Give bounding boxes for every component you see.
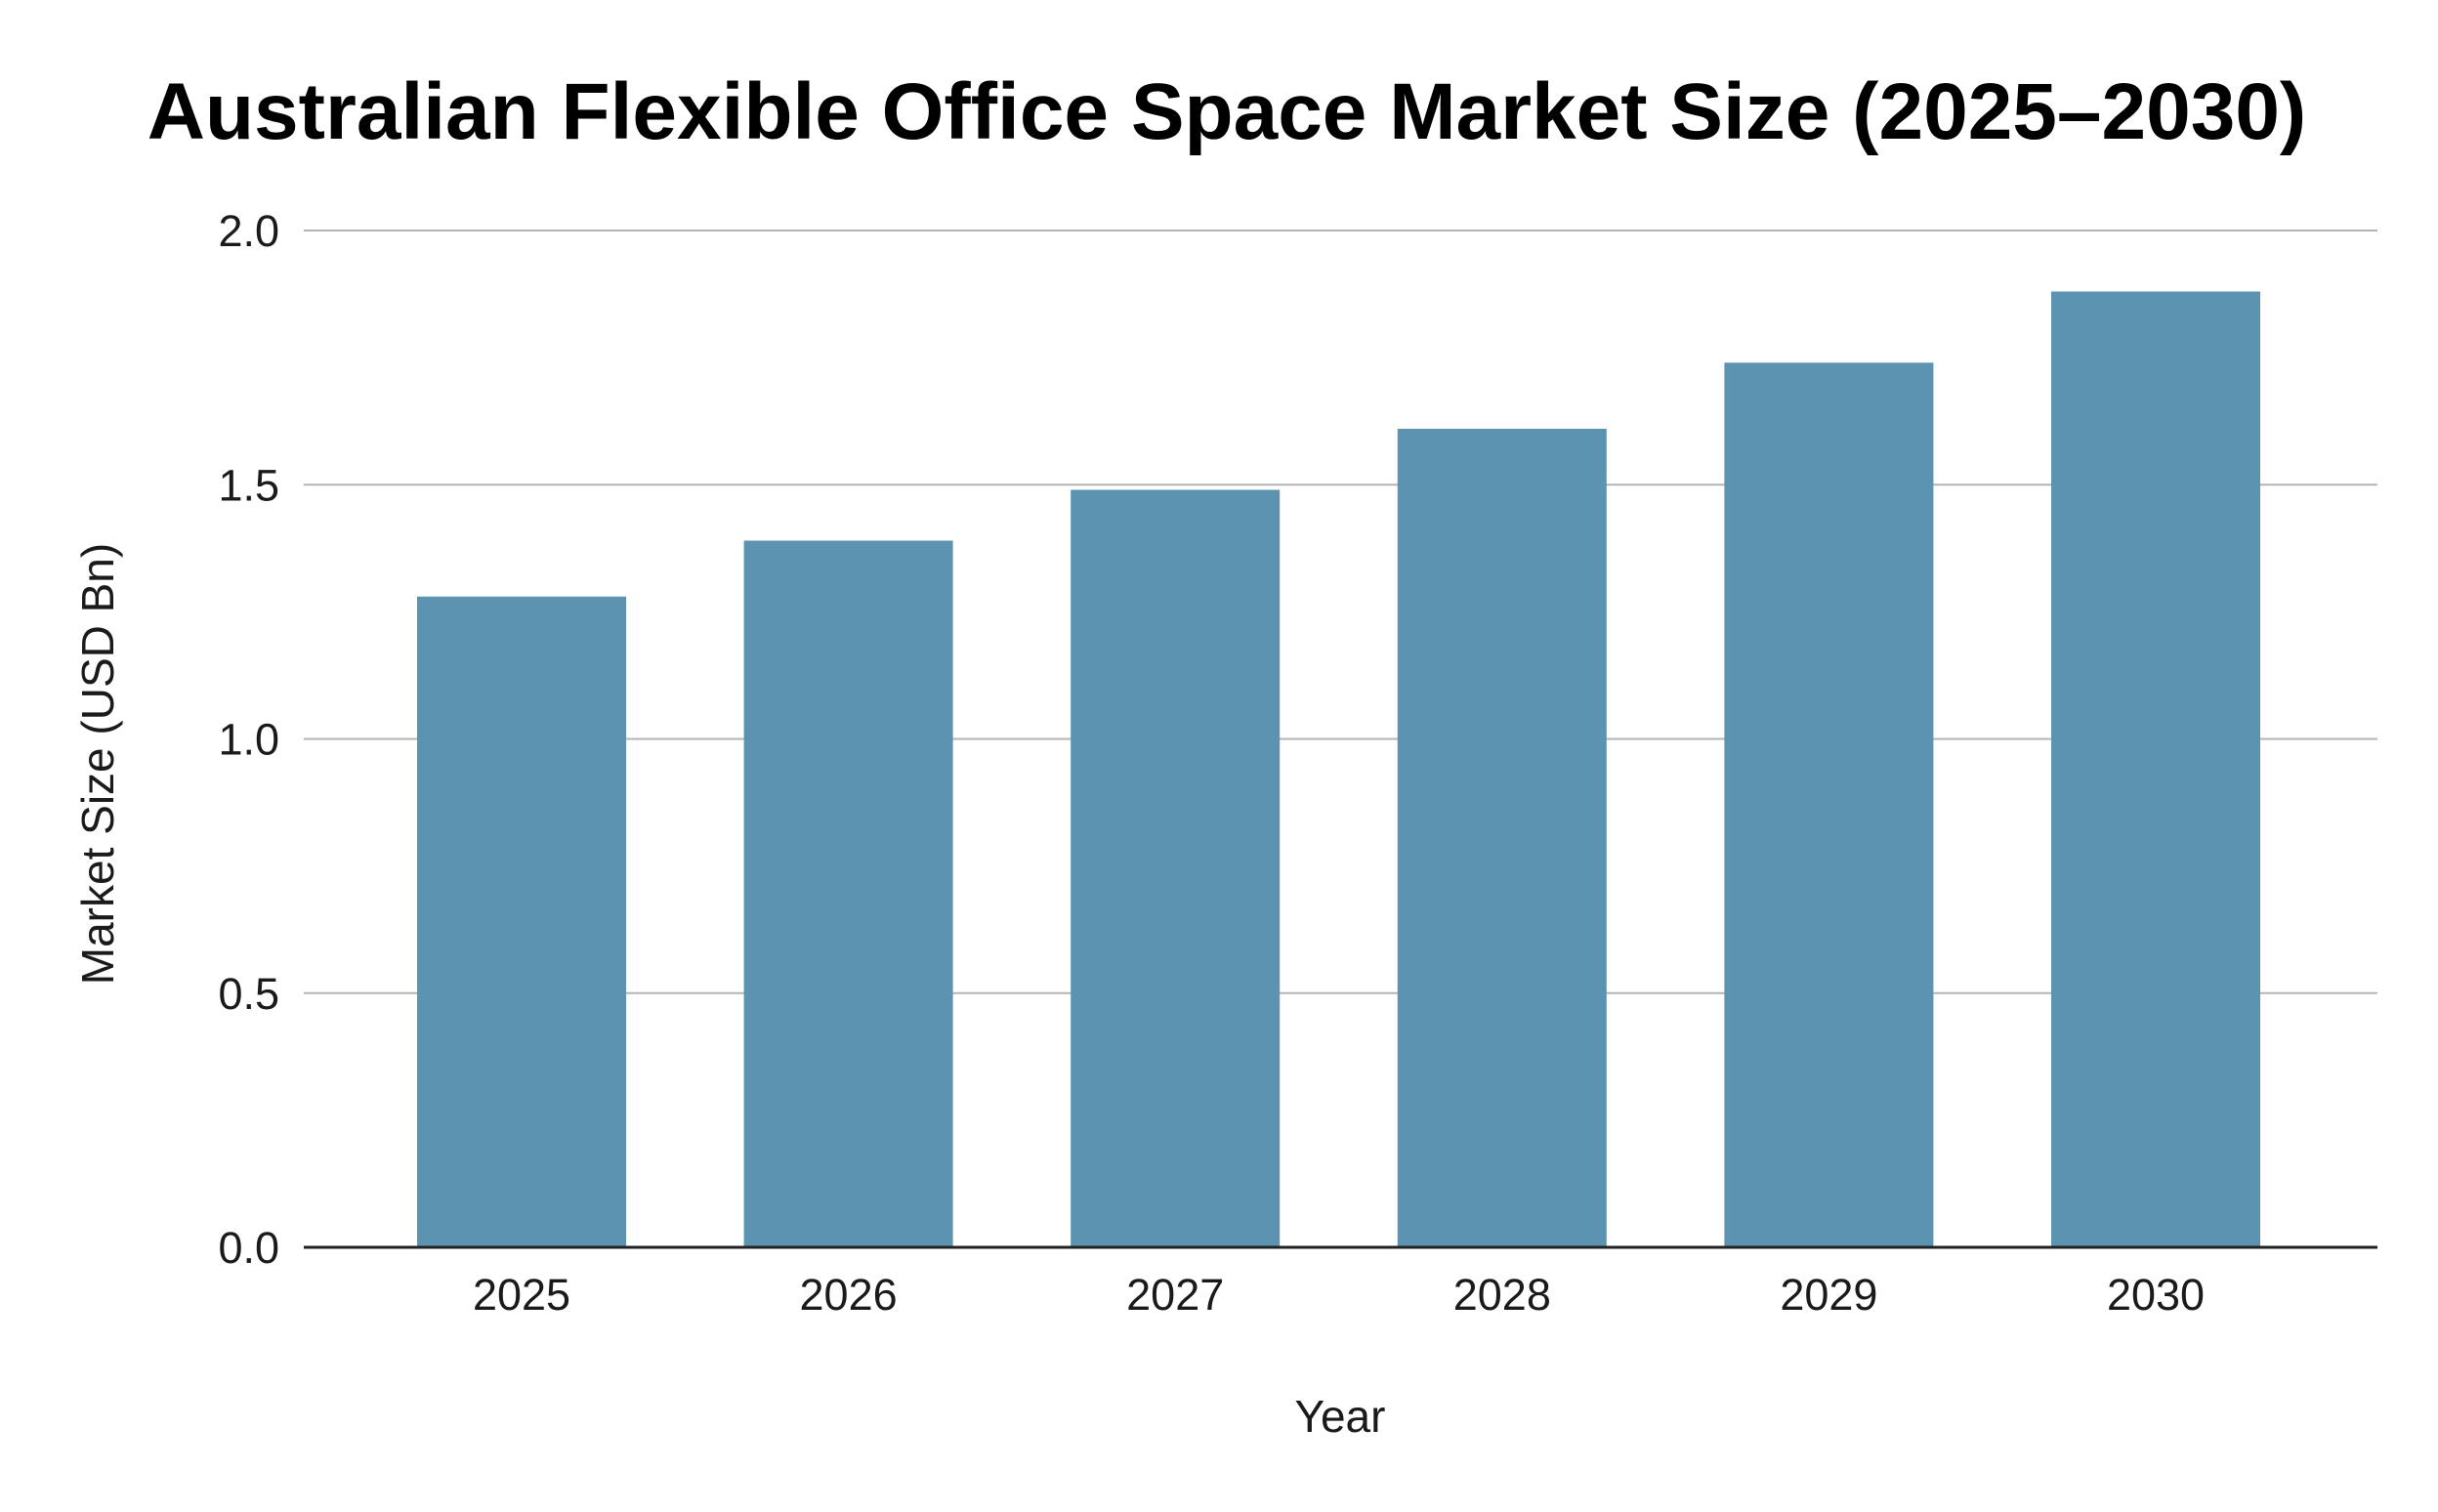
x-tick-labels: 2025 2026 2027 2028 2029 2030 — [473, 1270, 2205, 1320]
x-tick-label: 2028 — [1453, 1270, 1551, 1320]
y-tick-label: 2.0 — [218, 206, 279, 256]
bar-2025 — [417, 596, 626, 1247]
x-tick-label: 2027 — [1126, 1270, 1224, 1320]
y-tick-labels: 0.0 0.5 1.0 1.5 2.0 — [218, 206, 279, 1273]
x-tick-label: 2025 — [473, 1270, 570, 1320]
bar-2026 — [743, 540, 953, 1247]
bars — [417, 291, 2260, 1248]
x-axis-label: Year — [1295, 1391, 1386, 1442]
y-axis-label: Market Size (USD Bn) — [72, 543, 123, 985]
gridlines — [304, 230, 2377, 994]
x-tick-label: 2029 — [1780, 1270, 1877, 1320]
bar-2030 — [2051, 291, 2260, 1248]
y-tick-label: 1.0 — [218, 715, 279, 765]
bar-2029 — [1724, 362, 1934, 1248]
y-tick-label: 1.5 — [218, 460, 279, 510]
chart-title: Australian Flexible Office Space Market … — [147, 67, 2306, 156]
x-tick-label: 2030 — [2107, 1270, 2205, 1320]
bar-2027 — [1071, 489, 1281, 1248]
x-tick-label: 2026 — [800, 1270, 898, 1320]
y-tick-label: 0.5 — [218, 969, 279, 1019]
y-tick-label: 0.0 — [218, 1223, 279, 1273]
bar-2028 — [1397, 428, 1607, 1247]
